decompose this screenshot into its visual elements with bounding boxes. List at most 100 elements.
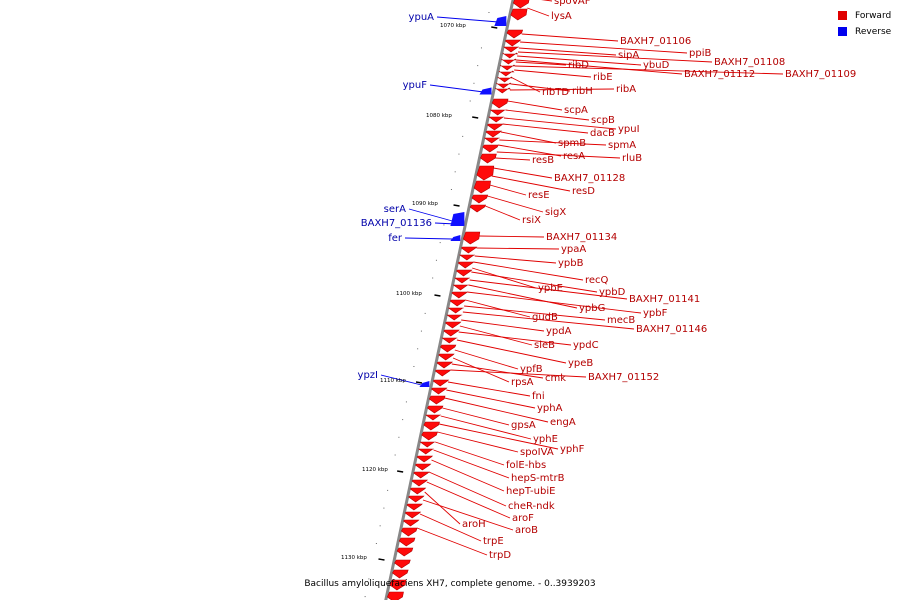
forward-gene-label: aroH <box>462 519 486 530</box>
forward-swatch <box>838 11 847 20</box>
forward-leader <box>517 55 642 66</box>
forward-leader <box>433 449 510 479</box>
forward-leader <box>472 267 537 289</box>
forward-gene-block <box>402 519 420 527</box>
forward-leader <box>447 381 531 397</box>
forward-gene-label: ribH <box>572 86 593 97</box>
forward-leader <box>431 459 505 492</box>
minor-tick <box>450 189 452 190</box>
forward-gene-block <box>394 559 411 569</box>
reverse-gene-label: ypuF <box>403 80 428 91</box>
forward-gene-block <box>488 116 505 123</box>
forward-leader <box>498 144 562 157</box>
forward-gene-label: cheR-ndk <box>508 501 555 512</box>
forward-gene-block <box>506 29 524 39</box>
minor-tick <box>488 12 490 13</box>
forward-leader <box>476 247 560 250</box>
forward-leader <box>485 205 521 221</box>
forward-leader <box>439 423 559 450</box>
forward-gene-block <box>439 344 457 353</box>
forward-leader <box>503 117 617 130</box>
forward-gene-label: spoIVA <box>520 447 554 458</box>
forward-leader <box>520 41 688 54</box>
forward-gene-label: BAXH7_01128 <box>554 173 625 184</box>
forward-gene-block <box>502 52 519 59</box>
minor-tick <box>480 47 482 49</box>
forward-leader <box>435 441 505 466</box>
minor-tick <box>458 153 460 155</box>
forward-gene-block <box>491 98 509 109</box>
forward-leader <box>458 331 572 346</box>
minor-tick <box>413 366 415 367</box>
reverse-leader <box>436 16 499 23</box>
forward-gene-block <box>504 39 522 47</box>
forward-gene-block <box>392 569 409 579</box>
minor-tick <box>402 419 404 421</box>
forward-gene-block <box>432 379 450 387</box>
forward-leader <box>478 235 545 238</box>
forward-leader <box>474 255 557 264</box>
forward-gene-label: yphA <box>537 403 563 414</box>
forward-gene-label: ppiB <box>689 48 711 59</box>
forward-leader <box>451 363 544 379</box>
tick-label: 1130 kbp <box>341 555 367 561</box>
reverse-gene-label: fer <box>388 233 403 244</box>
minor-tick <box>383 507 385 509</box>
minor-tick <box>375 543 377 544</box>
forward-leader <box>541 0 553 2</box>
forward-leader <box>493 167 553 179</box>
forward-gene-block <box>446 314 463 321</box>
forward-gene-block <box>413 471 430 479</box>
forward-leader <box>491 175 571 192</box>
forward-leader <box>527 7 550 17</box>
strand-legend: Forward Reverse <box>838 8 891 40</box>
forward-leader <box>489 184 527 196</box>
forward-gene-label: rpsA <box>511 377 534 388</box>
forward-gene-label: mecB <box>607 315 635 326</box>
forward-gene-label: trpD <box>489 550 511 561</box>
forward-gene-label: lysA <box>551 11 572 22</box>
forward-gene-block <box>486 123 504 131</box>
forward-gene-label: sipA <box>618 50 639 61</box>
minor-tick <box>417 348 419 350</box>
forward-gene-label: yphE <box>533 434 558 445</box>
forward-leader <box>450 369 587 378</box>
forward-gene-block <box>427 405 444 414</box>
forward-gene-label: spoVAF <box>554 0 591 7</box>
forward-gene-label: ypbB <box>558 258 584 269</box>
forward-gene-block <box>423 421 440 431</box>
minor-tick <box>387 489 389 491</box>
forward-gene-block <box>469 204 487 213</box>
tick-mark <box>397 470 404 473</box>
forward-leader <box>469 279 628 300</box>
forward-gene-label: ribTD <box>542 87 569 98</box>
forward-gene-label: ribD <box>568 60 589 71</box>
forward-gene-label: BAXH7_01134 <box>546 232 617 243</box>
minor-tick <box>405 401 407 403</box>
minor-tick <box>394 454 396 456</box>
forward-gene-block <box>438 353 455 361</box>
legend-reverse-label: Reverse <box>855 26 892 37</box>
forward-gene-label: BAXH7_01108 <box>714 57 785 68</box>
forward-gene-label: resA <box>563 151 585 162</box>
forward-gene-block <box>396 547 414 557</box>
forward-gene-label: resD <box>572 186 595 197</box>
reverse-gene-block <box>450 212 465 226</box>
forward-gene-label: ypbE <box>538 283 563 294</box>
forward-gene-label: dacB <box>590 128 615 139</box>
forward-gene-block <box>503 46 520 53</box>
tick-label: 1080 kbp <box>426 113 452 119</box>
forward-gene-block <box>421 431 438 441</box>
forward-gene-block <box>414 463 432 471</box>
forward-gene-label: BAXH7_01152 <box>588 372 659 383</box>
forward-leader <box>499 139 607 146</box>
forward-leader <box>514 69 592 78</box>
forward-leader <box>465 299 531 318</box>
backbone-line <box>384 0 515 600</box>
forward-gene-block <box>408 495 425 503</box>
forward-leader <box>426 481 511 519</box>
forward-gene-block <box>406 503 423 511</box>
forward-leader <box>464 305 606 321</box>
forward-gene-block <box>428 395 446 405</box>
